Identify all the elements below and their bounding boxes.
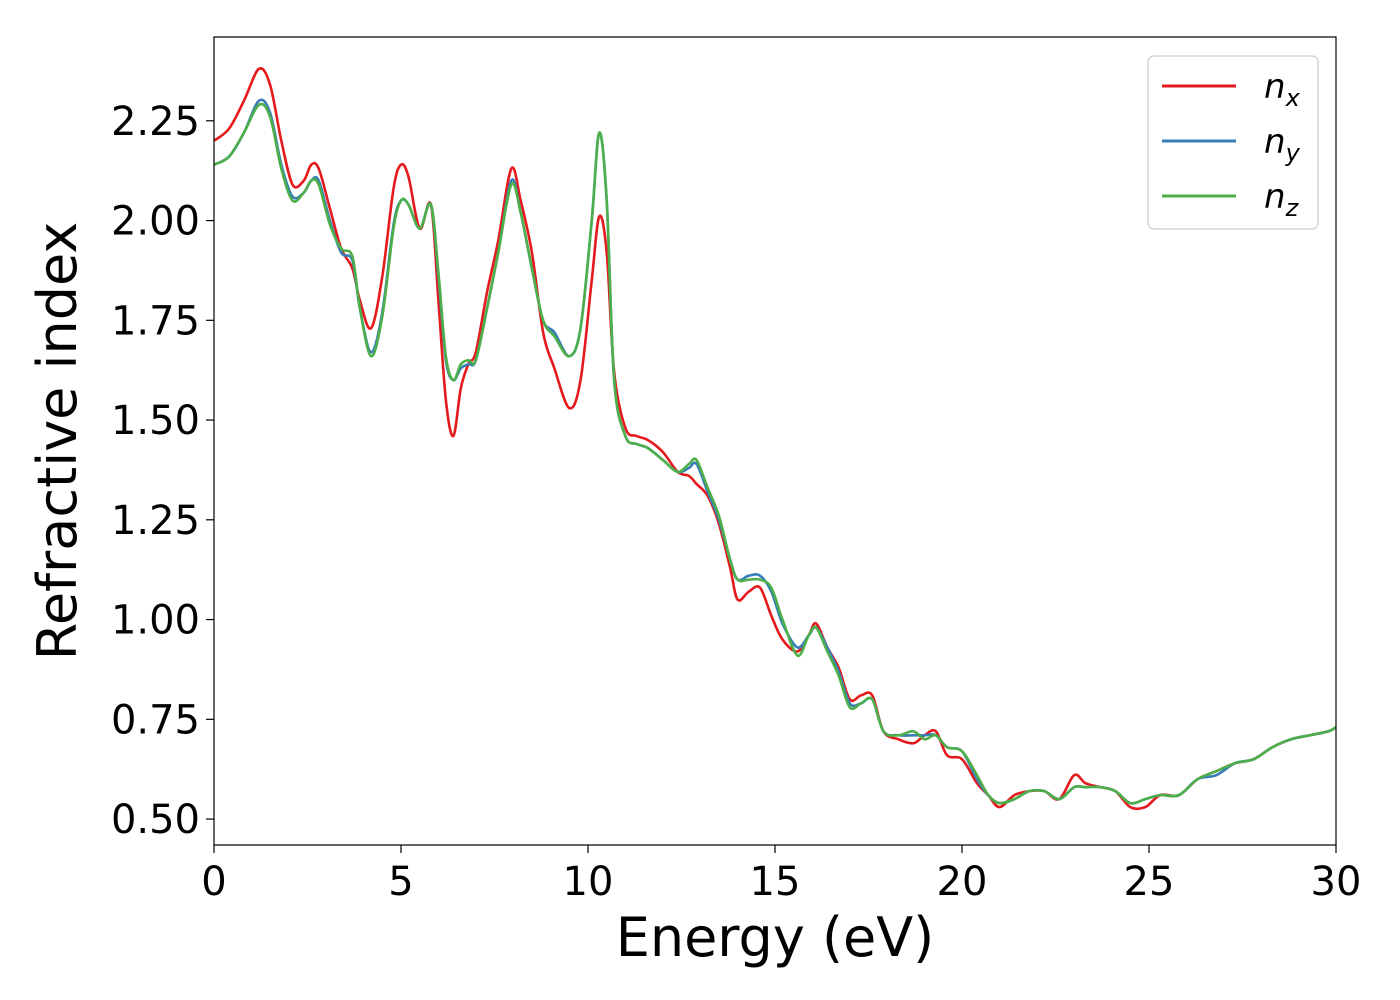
x-tick-label: 20 xyxy=(937,859,988,905)
x-axis-ticks: 0 5 10 15 20 25 30 xyxy=(201,845,1361,905)
y-tick-label: 1.50 xyxy=(111,398,200,444)
x-tick-label: 30 xyxy=(1311,859,1362,905)
y-tick-label: 2.00 xyxy=(111,199,200,245)
y-tick-label: 0.75 xyxy=(111,697,200,743)
series-line-x xyxy=(214,67,1336,811)
y-axis-ticks: 0.50 0.75 1.00 1.25 1.50 1.75 2.00 2.25 xyxy=(111,99,214,843)
y-tick-label: 2.25 xyxy=(111,99,200,145)
y-tick-label: 0.50 xyxy=(111,797,200,843)
x-tick-label: 25 xyxy=(1124,859,1175,905)
x-tick-label: 15 xyxy=(750,859,801,905)
series-line-z xyxy=(214,102,1336,805)
y-tick-label: 1.25 xyxy=(111,498,200,544)
y-tick-label: 1.00 xyxy=(111,598,200,644)
series-lines xyxy=(214,67,1336,811)
x-tick-label: 10 xyxy=(563,859,614,905)
x-axis-label: Energy (eV) xyxy=(616,906,935,969)
x-tick-label: 0 xyxy=(201,859,226,905)
x-tick-label: 5 xyxy=(388,859,413,905)
y-axis-label: Refractive index xyxy=(26,222,89,661)
y-tick-label: 1.75 xyxy=(111,298,200,344)
